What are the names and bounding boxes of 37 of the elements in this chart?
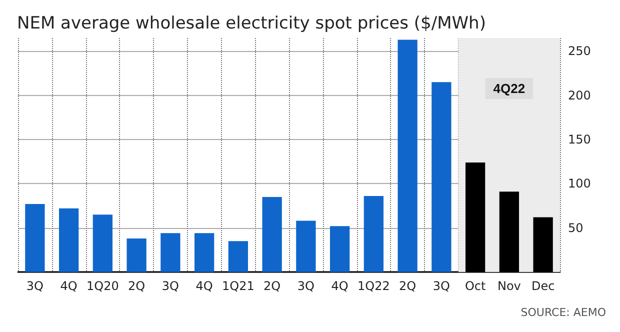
y-tick-label: 200 (568, 88, 591, 102)
x-tick-label: 4Q (60, 279, 78, 293)
bar (228, 241, 248, 272)
bar (126, 238, 146, 272)
x-tick-label: 1Q20 (86, 279, 119, 293)
bar (160, 233, 180, 272)
x-tick-label: 1Q21 (222, 279, 254, 293)
y-tick-label: 50 (568, 220, 584, 235)
x-tick-label: Dec (531, 279, 555, 293)
x-tick-label: 2Q (264, 279, 281, 293)
bar (296, 220, 316, 272)
x-tick-label: Oct (464, 279, 486, 293)
bar (432, 82, 452, 272)
bar (398, 40, 418, 272)
bar (25, 204, 45, 272)
y-tick-label: 100 (568, 176, 591, 191)
x-tick-label: 3Q (162, 279, 179, 293)
bar (92, 214, 113, 272)
bar (194, 233, 214, 272)
x-tick-label: 1Q22 (358, 279, 390, 293)
x-tick-label: 3Q (26, 279, 44, 293)
x-tick-label: Nov (497, 279, 521, 293)
bar (364, 196, 384, 272)
band-label: 4Q22 (493, 81, 526, 96)
y-tick-label: 250 (568, 44, 591, 58)
bar (262, 196, 282, 272)
x-tick-label: 2Q (399, 279, 416, 293)
x-tick-label: 4Q (331, 279, 348, 293)
x-tick-label: 3Q (432, 279, 450, 293)
bar (58, 208, 79, 272)
y-tick-label: 150 (568, 132, 591, 147)
bar (330, 226, 350, 272)
source-note: SOURCE: AEMO (520, 306, 606, 319)
x-tick-label: 4Q (196, 279, 213, 293)
x-tick-label: 3Q (297, 279, 314, 293)
chart-title: NEM average wholesale electricity spot prices ($/MWh) (17, 14, 486, 34)
x-tick-label: 2Q (128, 279, 146, 293)
